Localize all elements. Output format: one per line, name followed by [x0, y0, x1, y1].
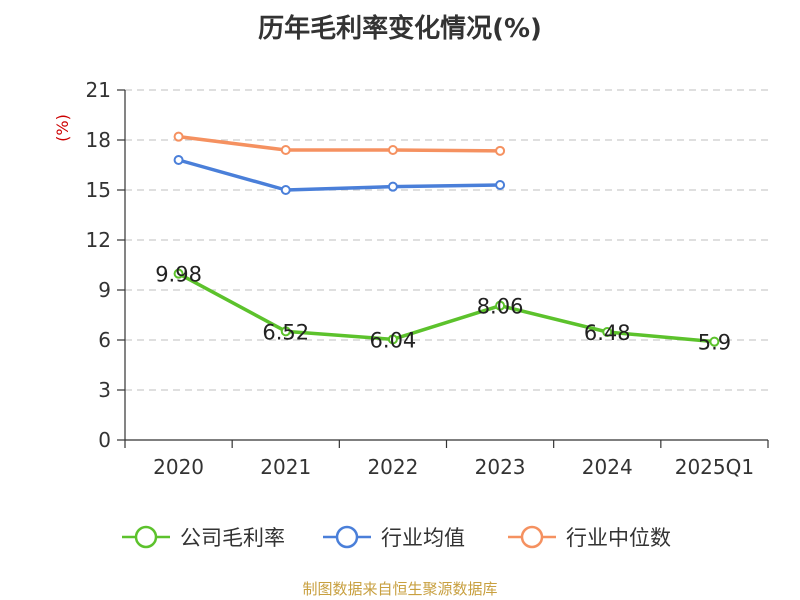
y-axis-ticks: 0 3 6 9 12 15 18 21: [86, 78, 125, 452]
legend-item-2[interactable]: 行业中位数: [508, 525, 671, 550]
y-tick-label: 3: [98, 378, 111, 402]
legend-label: 行业均值: [381, 526, 465, 550]
legend-marker: [134, 525, 158, 549]
x-tick-label: 2025Q1: [675, 455, 754, 479]
series-group: 9.98 6.52 6.04 8.06 6.48 5.9: [155, 131, 731, 355]
data-point[interactable]: [173, 131, 184, 142]
source-note: 制图数据来自恒生聚源数据库: [302, 580, 498, 598]
series-2: [173, 131, 506, 156]
data-label: 9.98: [155, 263, 202, 287]
data-label: 6.48: [584, 321, 631, 345]
data-point[interactable]: [495, 145, 506, 156]
y-tick-label: 12: [86, 228, 111, 252]
legend-label: 行业中位数: [566, 526, 671, 550]
data-point[interactable]: [173, 155, 184, 165]
legend-marker: [520, 525, 544, 549]
legend-item-1[interactable]: 行业均值: [323, 525, 465, 550]
y-tick-label: 0: [98, 428, 111, 452]
x-tick-label: 2020: [153, 455, 204, 479]
data-point[interactable]: [387, 181, 398, 192]
series-line: [178, 134, 501, 153]
y-tick-label: 9: [98, 278, 111, 302]
x-tick-label: 2023: [475, 455, 526, 479]
y-tick-label: 21: [86, 78, 111, 102]
series-1: [173, 155, 506, 195]
data-point[interactable]: [495, 300, 506, 311]
x-tick-label: 2022: [367, 455, 418, 479]
data-point[interactable]: [709, 336, 720, 347]
y-tick-label: 15: [86, 178, 111, 202]
legend-item-0[interactable]: 公司毛利率: [122, 525, 285, 550]
series-line: [178, 158, 501, 192]
data-label: 8.06: [477, 295, 524, 319]
y-tick-label: 18: [86, 128, 111, 152]
x-axis-ticks: 2020 2021 2022 2023 2024 2025Q1: [124, 440, 769, 479]
data-label: 5.9: [698, 331, 731, 355]
data-label: 6.52: [262, 320, 309, 344]
data-point[interactable]: [495, 180, 506, 190]
legend[interactable]: 公司毛利率 行业均值 行业中位数: [122, 525, 671, 550]
legend-label: 公司毛利率: [180, 526, 285, 550]
data-point[interactable]: [280, 185, 291, 195]
y-axis-unit-label: (%): [53, 114, 72, 142]
legend-marker: [335, 525, 359, 549]
x-tick-label: 2024: [582, 455, 633, 479]
x-tick-label: 2021: [260, 455, 311, 479]
data-point[interactable]: [280, 145, 291, 155]
data-point[interactable]: [173, 268, 184, 279]
series-line: [177, 272, 715, 344]
series-0: 9.98 6.52 6.04 8.06 6.48 5.9: [155, 263, 731, 355]
data-point[interactable]: [387, 145, 398, 155]
data-point[interactable]: [280, 326, 291, 337]
grid-lines: [125, 89, 768, 391]
chart-title: 历年毛利率变化情况(%): [258, 14, 542, 44]
data-point[interactable]: [602, 327, 613, 337]
data-point[interactable]: [387, 334, 398, 345]
y-tick-label: 6: [98, 328, 111, 352]
data-label: 6.04: [370, 328, 417, 352]
